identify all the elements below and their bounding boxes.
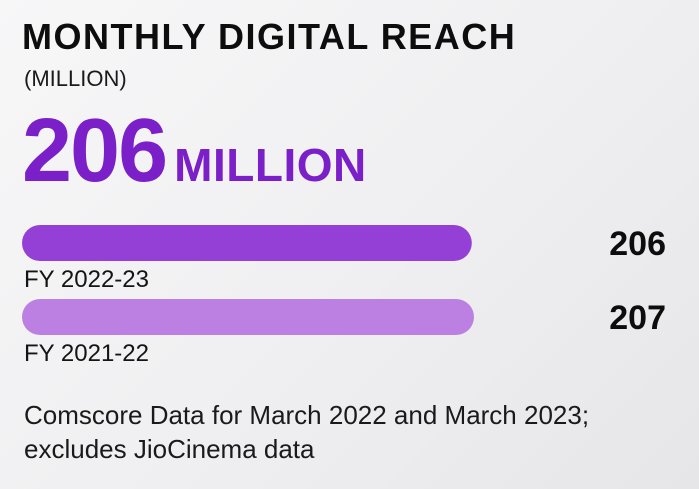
bar-value-label: 207	[609, 299, 666, 337]
headline-unit: MILLION	[174, 139, 367, 191]
chart-title: MONTHLY DIGITAL REACH	[22, 16, 517, 57]
bar-value-label: 206	[609, 225, 666, 263]
chart-subtitle: (MILLION)	[24, 66, 127, 91]
bar-current	[22, 225, 472, 261]
headline-figure: 206 MILLION	[22, 106, 367, 196]
bar-previous	[22, 299, 474, 335]
source-footnote: Comscore Data for March 2022 and March 2…	[24, 400, 590, 464]
bar-category-label: FY 2022-23	[24, 266, 149, 293]
bar-category-label: FY 2021-22	[24, 340, 149, 367]
headline-value: 206	[22, 101, 168, 201]
